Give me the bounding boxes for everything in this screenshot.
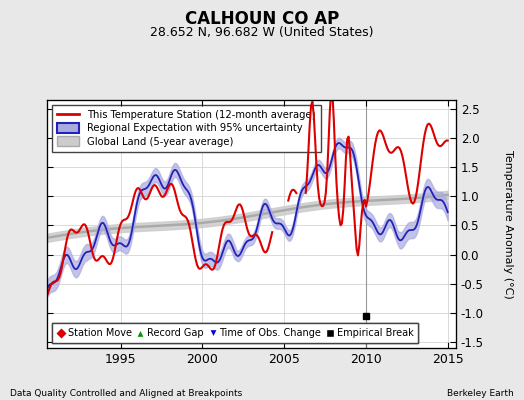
Text: CALHOUN CO AP: CALHOUN CO AP	[185, 10, 339, 28]
Legend: Station Move, Record Gap, Time of Obs. Change, Empirical Break: Station Move, Record Gap, Time of Obs. C…	[52, 324, 418, 343]
Text: Berkeley Earth: Berkeley Earth	[447, 389, 514, 398]
Text: Data Quality Controlled and Aligned at Breakpoints: Data Quality Controlled and Aligned at B…	[10, 389, 243, 398]
Y-axis label: Temperature Anomaly (°C): Temperature Anomaly (°C)	[503, 150, 513, 298]
Text: 28.652 N, 96.682 W (United States): 28.652 N, 96.682 W (United States)	[150, 26, 374, 39]
